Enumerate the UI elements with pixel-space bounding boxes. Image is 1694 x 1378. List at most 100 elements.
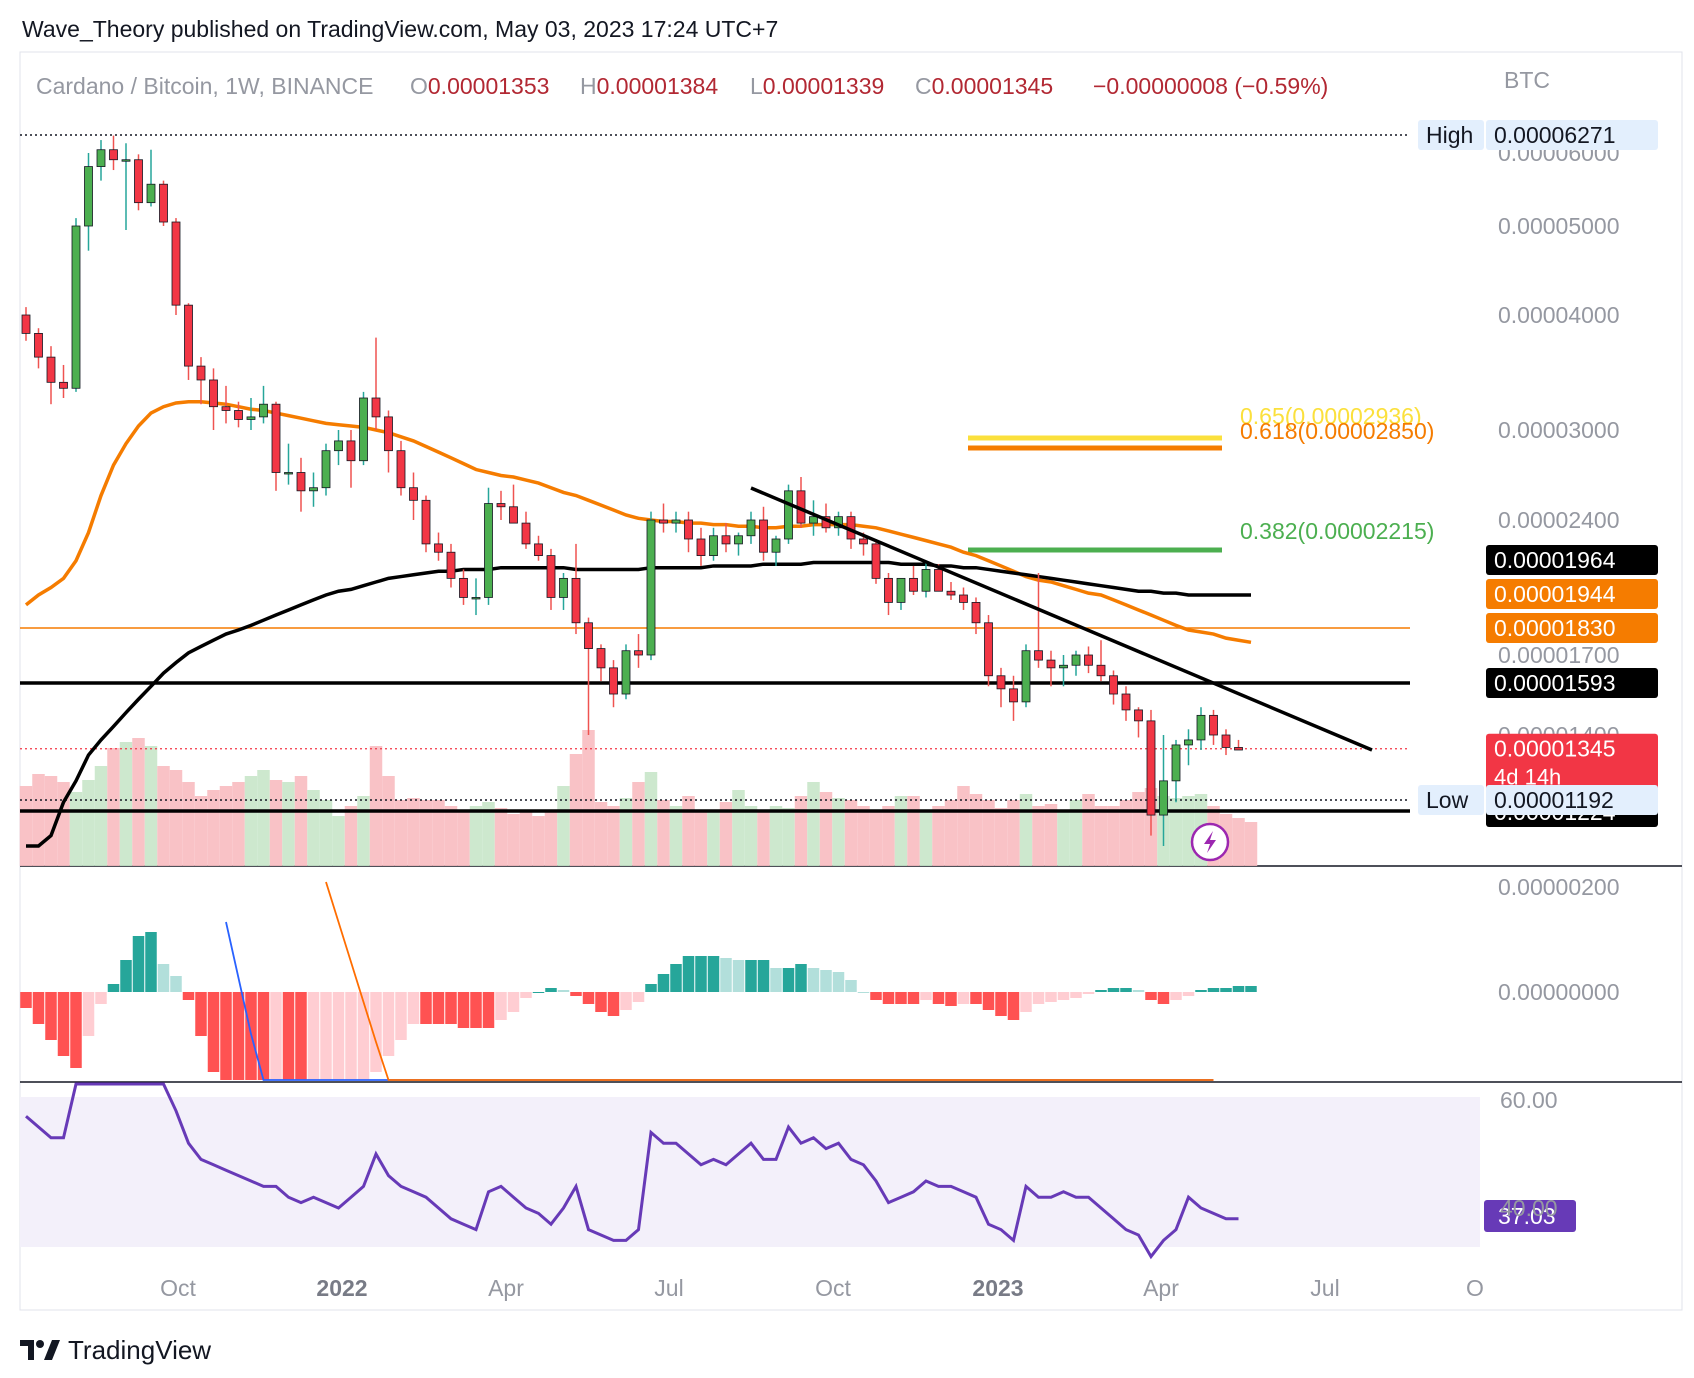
candle-body xyxy=(921,569,931,592)
volume-bar xyxy=(982,800,995,866)
svg-text:O0.00001353: O0.00001353 xyxy=(410,73,549,99)
macd-bar xyxy=(295,992,307,1080)
macd-bar xyxy=(807,968,820,992)
candle-body xyxy=(196,365,206,381)
macd-bar xyxy=(495,992,507,1020)
price-label-box xyxy=(1486,120,1658,150)
trendline[interactable] xyxy=(750,486,1373,752)
macd-bar xyxy=(632,992,645,1002)
candle-body xyxy=(71,225,81,389)
fib-label: 0.382(0.00002215) xyxy=(1240,518,1434,544)
macd-bar xyxy=(670,964,682,992)
price-tick: 0.00002400 xyxy=(1498,507,1620,533)
currency-label: BTC xyxy=(1504,67,1550,93)
macd-bar xyxy=(1007,992,1020,1020)
macd-bar xyxy=(1232,986,1245,992)
price-label-text: 0.00001944 xyxy=(1494,581,1616,607)
volume-bar xyxy=(932,806,945,866)
time-tick: O xyxy=(1466,1275,1484,1301)
low-label: L xyxy=(750,73,763,99)
rsi-label-box xyxy=(1484,1200,1576,1232)
macd-bar xyxy=(1170,992,1182,1000)
price-label-text: 0.00001830 xyxy=(1494,615,1616,641)
candle-body xyxy=(359,397,368,462)
price-label-box xyxy=(1486,668,1658,698)
candle-body xyxy=(1221,734,1231,748)
volume-bar xyxy=(657,800,670,866)
candle-body xyxy=(396,450,406,489)
macd-bar xyxy=(57,992,70,1056)
volume-bar xyxy=(1057,810,1070,866)
candle-body xyxy=(409,487,418,501)
volume-bar xyxy=(1244,822,1258,866)
macd-bar xyxy=(882,992,895,1004)
candle-body xyxy=(1046,659,1056,669)
high-value: 0.00001384 xyxy=(597,73,719,99)
candle-body xyxy=(684,519,693,540)
price-label-box xyxy=(1486,613,1658,643)
macd-bar xyxy=(345,992,357,1080)
volume-bar xyxy=(269,780,283,866)
macd-bar xyxy=(32,992,45,1024)
candle-body xyxy=(971,602,981,624)
volume-bar xyxy=(69,792,83,866)
candles xyxy=(21,135,1243,846)
macd-bar xyxy=(1157,992,1170,1004)
candle-body xyxy=(1159,780,1168,816)
rsi-tick: 40.00 xyxy=(1500,1195,1558,1221)
volume-bar xyxy=(707,810,720,866)
lightning-icon[interactable] xyxy=(1190,822,1230,862)
macd-bar xyxy=(370,992,382,1072)
tradingview-logo[interactable]: TradingView xyxy=(20,1330,211,1370)
chart-area[interactable]: Cardano / Bitcoin, 1W, BINANCE O0.000013… xyxy=(0,0,1694,1330)
volume-bar xyxy=(1094,806,1108,866)
price-label-box xyxy=(1486,785,1658,815)
macd-bar xyxy=(657,974,670,992)
macd-bar xyxy=(620,992,632,1010)
volume-bar xyxy=(282,782,295,866)
candle-body xyxy=(1134,709,1143,722)
candle-body xyxy=(859,538,868,545)
volume-bar xyxy=(507,814,520,866)
open-label: O xyxy=(410,73,428,99)
high-label: H xyxy=(580,73,597,99)
candle-body xyxy=(946,590,956,596)
volume-bar xyxy=(644,772,658,866)
moving-averages xyxy=(24,399,1252,848)
level-name-box xyxy=(1418,785,1484,815)
candle-body xyxy=(46,356,56,383)
candle-body xyxy=(246,416,256,420)
volume-bar xyxy=(1107,806,1120,866)
volume-bar xyxy=(419,800,433,866)
price-tick: 0.00005000 xyxy=(1498,213,1620,239)
volume-bar xyxy=(632,782,645,866)
candle-body xyxy=(309,487,318,492)
macd-bar xyxy=(270,992,282,1080)
macd-bar xyxy=(757,960,770,992)
volume-bar xyxy=(207,790,220,866)
time-tick: Jul xyxy=(654,1275,683,1301)
macd-bar xyxy=(407,992,420,1024)
svg-text:C0.00001345: C0.00001345 xyxy=(915,73,1053,99)
candle-body xyxy=(421,499,431,545)
macd-bar xyxy=(1057,992,1070,1000)
macd-bar xyxy=(1132,990,1145,992)
candle-body xyxy=(259,403,268,418)
candle-body xyxy=(1184,739,1193,746)
macd-bar xyxy=(1220,988,1232,992)
macd-bar xyxy=(832,972,845,992)
price-label-box xyxy=(1486,545,1658,575)
macd-bar xyxy=(1032,992,1045,1004)
volume-bar xyxy=(319,800,333,866)
macd-bar xyxy=(920,992,932,1000)
svg-text:L0.00001339: L0.00001339 xyxy=(750,73,884,99)
candle-body xyxy=(21,314,31,334)
macd-bar xyxy=(682,956,695,992)
candle-body xyxy=(659,519,668,524)
change-value: −0.00000008 (−0.59%) xyxy=(1093,73,1328,99)
descending-trendline[interactable] xyxy=(750,486,1373,752)
signal-line xyxy=(325,881,1214,1081)
macd-bar xyxy=(582,992,595,1004)
volume-bar xyxy=(919,812,933,866)
volume-bar xyxy=(182,782,195,866)
